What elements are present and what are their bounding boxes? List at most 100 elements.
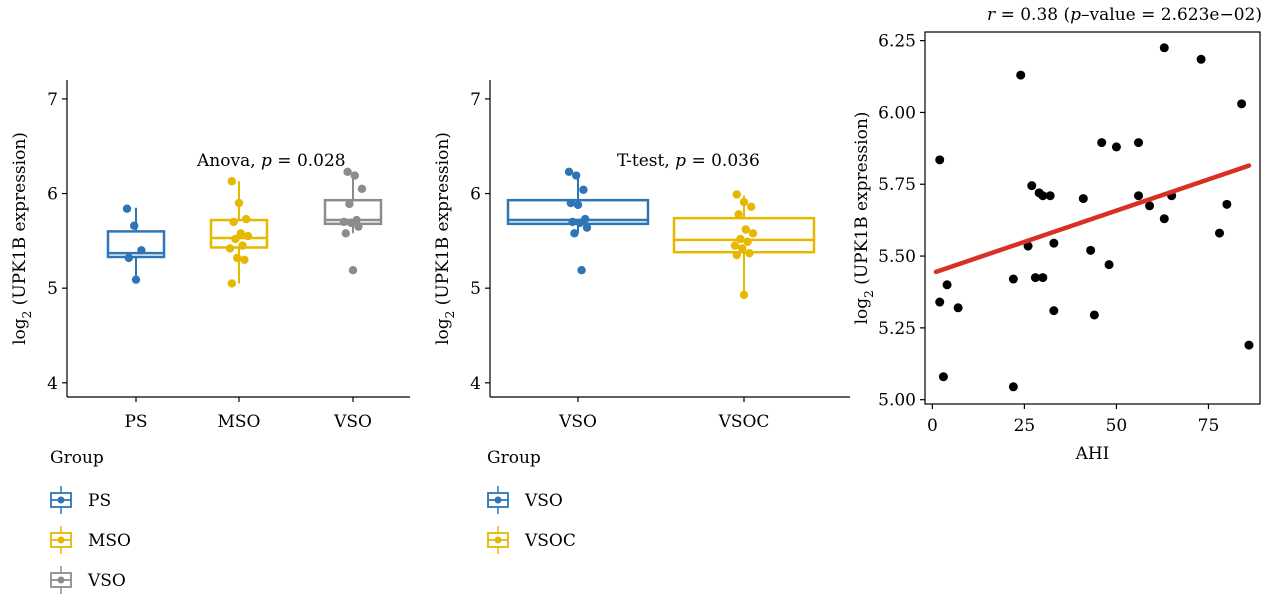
y-tick-label: 5.75: [878, 175, 916, 195]
data-point: [1244, 340, 1254, 350]
data-point: [1086, 245, 1096, 255]
data-point: [579, 185, 588, 194]
x-axis-label: AHI: [1075, 444, 1110, 464]
data-point: [357, 184, 367, 194]
y-tick-label: 4: [470, 374, 481, 394]
data-point: [137, 246, 146, 255]
legend-label: VSO: [524, 491, 563, 511]
y-tick-label: 6: [470, 185, 481, 205]
data-point: [341, 229, 350, 238]
y-axis-label-sub: 2: [443, 311, 457, 319]
data-point: [227, 177, 236, 186]
stat-p-value: = 0.036: [686, 151, 760, 171]
data-point: [234, 198, 244, 208]
legend-label: MSO: [88, 531, 131, 551]
data-point: [566, 198, 575, 208]
data-point: [240, 255, 249, 264]
stat-annotation: Anova, p = 0.028: [196, 151, 346, 171]
stat-p-symbol: p: [261, 151, 272, 171]
data-point: [1145, 201, 1155, 211]
data-point: [748, 229, 758, 238]
y-axis-label-group: log2 (UPK1B expression): [433, 132, 457, 345]
y-axis-label: log2 (UPK1B expression): [852, 112, 876, 325]
y-tick-label: 6.00: [878, 103, 916, 123]
data-point: [743, 237, 752, 247]
data-point: [236, 229, 245, 238]
data-point: [577, 266, 586, 275]
title-r-value: = 0.38 (: [995, 5, 1070, 25]
data-point: [1038, 273, 1048, 283]
data-point: [1134, 138, 1144, 148]
legend-key-dot: [494, 536, 502, 544]
data-point: [243, 231, 253, 241]
data-point: [242, 214, 251, 224]
data-point: [938, 372, 948, 382]
y-tick-label: 5: [470, 279, 481, 299]
data-point: [1104, 260, 1114, 270]
data-point: [736, 234, 745, 244]
legend-key-dot: [57, 576, 65, 584]
data-point: [568, 217, 577, 227]
title-p-value: –value = 2.623e−02): [1081, 5, 1262, 25]
y-tick-label: 7: [470, 90, 481, 110]
data-point: [564, 167, 574, 176]
data-point: [1196, 54, 1206, 64]
data-point: [1008, 274, 1018, 284]
y-axis-label-log: log: [852, 298, 872, 325]
data-point: [953, 303, 963, 313]
y-axis-label: log2 (UPK1B expression): [433, 132, 457, 345]
y-axis-label-sub: 2: [862, 290, 876, 298]
data-point: [350, 171, 359, 180]
x-tick-label: VSO: [558, 412, 597, 432]
data-point: [570, 229, 579, 238]
data-point: [745, 248, 754, 258]
data-point: [238, 241, 247, 250]
data-point: [732, 250, 741, 260]
data-point: [935, 155, 945, 165]
y-tick-label: 5: [47, 279, 58, 299]
data-point: [231, 234, 240, 244]
data-point: [1049, 238, 1059, 248]
data-point: [739, 290, 749, 300]
data-point: [738, 244, 747, 253]
box-ps: [106, 230, 166, 259]
data-point: [572, 171, 581, 180]
data-point: [582, 223, 592, 232]
data-point: [1111, 142, 1121, 152]
data-point: [573, 200, 583, 210]
data-point: [730, 241, 740, 250]
x-tick-label: 25: [1014, 416, 1036, 436]
data-point: [131, 275, 141, 284]
title-r-symbol: r: [987, 5, 996, 25]
x-tick-label: 50: [1106, 416, 1128, 436]
legend-title: Group: [50, 448, 104, 468]
stat-test-name: Anova,: [196, 151, 261, 171]
data-point: [1089, 310, 1099, 320]
data-point: [124, 253, 133, 263]
x-tick-label: MSO: [218, 412, 261, 432]
data-point: [1038, 191, 1048, 201]
legend-key-dot: [494, 496, 502, 504]
y-tick-label: 6.25: [878, 32, 916, 52]
data-point: [1159, 214, 1169, 224]
data-point: [343, 167, 352, 176]
scatter-title: r = 0.38 (p–value = 2.623e−02): [987, 5, 1262, 25]
data-point: [227, 279, 236, 288]
data-point: [345, 199, 354, 209]
data-point: [1159, 43, 1169, 53]
y-axis-label-rest: (UPK1B expression): [10, 132, 30, 311]
data-point: [229, 217, 238, 227]
data-point: [1237, 99, 1247, 109]
data-point: [575, 218, 584, 228]
title-p-symbol: p: [1070, 5, 1081, 25]
x-tick-label: VSO: [333, 412, 372, 432]
data-point: [339, 217, 349, 227]
data-point: [1008, 382, 1018, 392]
data-point: [1045, 191, 1055, 201]
legend-label: VSO: [87, 571, 126, 591]
data-point: [1134, 191, 1144, 201]
data-point: [1023, 241, 1033, 251]
x-tick-label: PS: [124, 412, 147, 432]
x-tick-label: 0: [927, 416, 938, 436]
data-point: [734, 210, 743, 219]
